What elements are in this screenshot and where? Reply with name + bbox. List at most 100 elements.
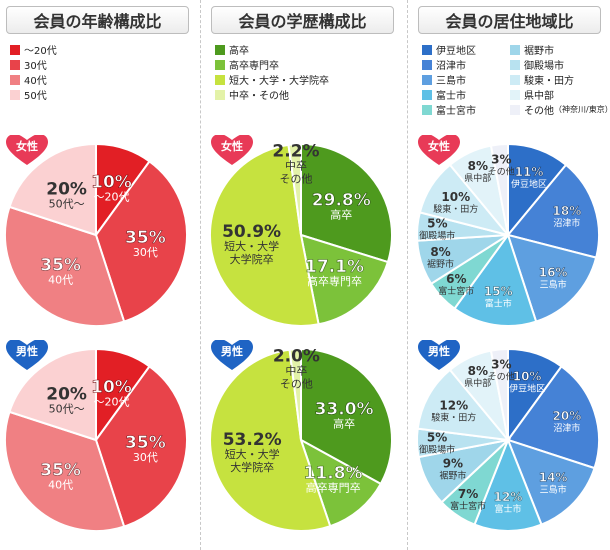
legend-swatch <box>510 89 520 100</box>
heart-badge: 男性 <box>418 340 460 370</box>
slice-category: 御殿場市 <box>419 443 455 455</box>
pie-slice <box>288 347 302 441</box>
panel-separator <box>200 0 201 550</box>
pie-slice <box>299 437 383 528</box>
slice-category: ～20代 <box>94 395 130 408</box>
slice-category: 富士市 <box>494 503 521 515</box>
legend-label: 三島市 <box>436 76 466 87</box>
legend-item: 県中部 <box>510 87 602 102</box>
pie-slice <box>506 364 600 470</box>
slice-category: その他 <box>488 166 515 178</box>
heart-label: 女性 <box>16 139 38 153</box>
slice-label: 8%県中部 <box>464 159 491 184</box>
slice-category: 三島市 <box>540 484 567 496</box>
slice-percent: 53.2% <box>223 430 282 450</box>
slice-label: 8%裾野市 <box>427 245 454 270</box>
pie-slices <box>4 347 188 532</box>
slice-category: その他 <box>488 371 515 383</box>
slice-category: 高卒専門卒 <box>306 480 361 494</box>
slice-percent: 35% <box>125 228 166 248</box>
legend-item: 伊豆地区 <box>422 42 510 57</box>
pie-chart: 29.8%高卒 17.1%高卒専門卒 50.9%短大・大学大学院卒 2.2%中卒その他… <box>209 135 393 327</box>
legend-label: 裾野市 <box>524 46 554 57</box>
legend-item: 30代 <box>10 57 190 72</box>
pie-chart: 11%伊豆地区18%沼津市16%三島市15%富士市6%富士宮市8%裾野市5%御殿… <box>416 135 600 327</box>
legend-label: 駿東・田方 <box>524 76 574 87</box>
pie-labels: 10%伊豆地区20%沼津市14%三島市12%富士市7%富士宮市9%裾野市5%御殿… <box>419 358 581 516</box>
slice-label: 20%沼津市 <box>552 409 581 434</box>
heart-icon <box>6 135 48 165</box>
pie-slice <box>299 233 390 326</box>
legend-swatch <box>422 74 432 85</box>
slice-category: 伊豆地区 <box>511 178 547 190</box>
slice-label: 16%三島市 <box>538 265 568 290</box>
slice-category: 高卒 <box>333 417 355 431</box>
slice-label: 2.0%中卒その他 <box>273 346 320 390</box>
slice-label: 10%伊豆地区 <box>509 369 545 394</box>
slice-label: 11%伊豆地区 <box>511 165 547 190</box>
legend-label: 伊豆地区 <box>436 46 476 57</box>
chart-title: 会員の居住地域比 <box>418 6 601 34</box>
slice-category: 駿東・田方 <box>433 203 478 215</box>
slice-category: 短大・大学大学院卒 <box>225 447 280 474</box>
legend-label: 40代 <box>24 76 47 87</box>
legend-swatch <box>10 44 20 55</box>
slice-label: 5%御殿場市 <box>419 217 455 242</box>
legend-item: 短大・大学・大学院卒 <box>215 72 395 87</box>
slice-category: 裾野市 <box>427 258 454 270</box>
slice-category: 30代 <box>133 246 158 259</box>
pie-slices <box>416 142 600 327</box>
heart-label: 女性 <box>221 139 243 153</box>
legend-swatch <box>422 104 432 115</box>
pie-slice <box>506 163 600 259</box>
heart-label: 男性 <box>428 344 450 358</box>
slice-category: 県中部 <box>464 377 491 389</box>
slice-percent: 2.0% <box>273 346 320 366</box>
slice-percent: 16% <box>539 266 568 280</box>
pie-slice <box>416 368 511 442</box>
heart-icon <box>418 340 460 370</box>
legend-swatch <box>422 89 432 100</box>
heart-badge: 男性 <box>6 340 48 370</box>
legend-swatch <box>510 44 520 55</box>
pie-slice <box>8 347 97 442</box>
pie-labels: 29.8%高卒 17.1%高卒専門卒 50.9%短大・大学大学院卒 2.2%中卒その他 <box>222 141 371 288</box>
slice-category: 30代 <box>133 451 158 464</box>
legend-label: 中卒・その他 <box>229 91 289 102</box>
chart-panel-2: 会員の学歴構成比 高卒 高卒専門卒 短大・大学・大学院卒 中卒・その他 29.8% 高卒 17… <box>205 0 398 550</box>
pie-slice <box>209 143 320 327</box>
legend-label: 短大・大学・大学院卒 <box>229 76 329 87</box>
legend-swatch <box>10 74 20 85</box>
slice-category: 短大・大学大学院卒 <box>224 239 279 266</box>
slice-percent: 17.1% <box>305 257 364 277</box>
chart-title: 会員の学歴構成比 <box>211 6 394 34</box>
slice-percent: 14% <box>539 471 568 485</box>
slice-category: 駿東・田方 <box>431 411 476 423</box>
slice-percent: 50.9% <box>222 222 281 242</box>
legend-item: 40代 <box>10 72 190 87</box>
slice-label: 35%30代 <box>125 228 166 259</box>
legend-label: 30代 <box>24 61 47 72</box>
slice-percent: 5% <box>427 217 447 231</box>
legend-label: 御殿場市 <box>524 61 564 72</box>
legend-item: 高卒専門卒 <box>215 57 395 72</box>
chart-legend: 高卒 高卒専門卒 短大・大学・大学院卒 中卒・その他 <box>215 42 395 102</box>
legend-swatch <box>215 44 225 55</box>
slice-label: 33.0%高卒 <box>314 399 374 431</box>
legend-item: 三島市 <box>422 72 510 87</box>
legend-label: その他 <box>524 106 554 117</box>
legend-label: 県中部 <box>524 91 554 102</box>
slice-percent: 6% <box>446 272 466 286</box>
slice-percent: 11.8% <box>304 463 363 483</box>
slice-label: 35%40代 <box>40 460 81 491</box>
legend-item: 御殿場市 <box>510 57 602 72</box>
slice-category: 御殿場市 <box>419 230 455 242</box>
slice-percent: 3% <box>491 153 511 167</box>
heart-icon <box>418 135 460 165</box>
panel-separator <box>407 0 408 550</box>
slice-label: 35%30代 <box>125 432 166 464</box>
slice-percent: 10% <box>91 172 132 192</box>
slice-label: 15%富士市 <box>484 284 513 309</box>
legend-swatch <box>215 89 225 100</box>
